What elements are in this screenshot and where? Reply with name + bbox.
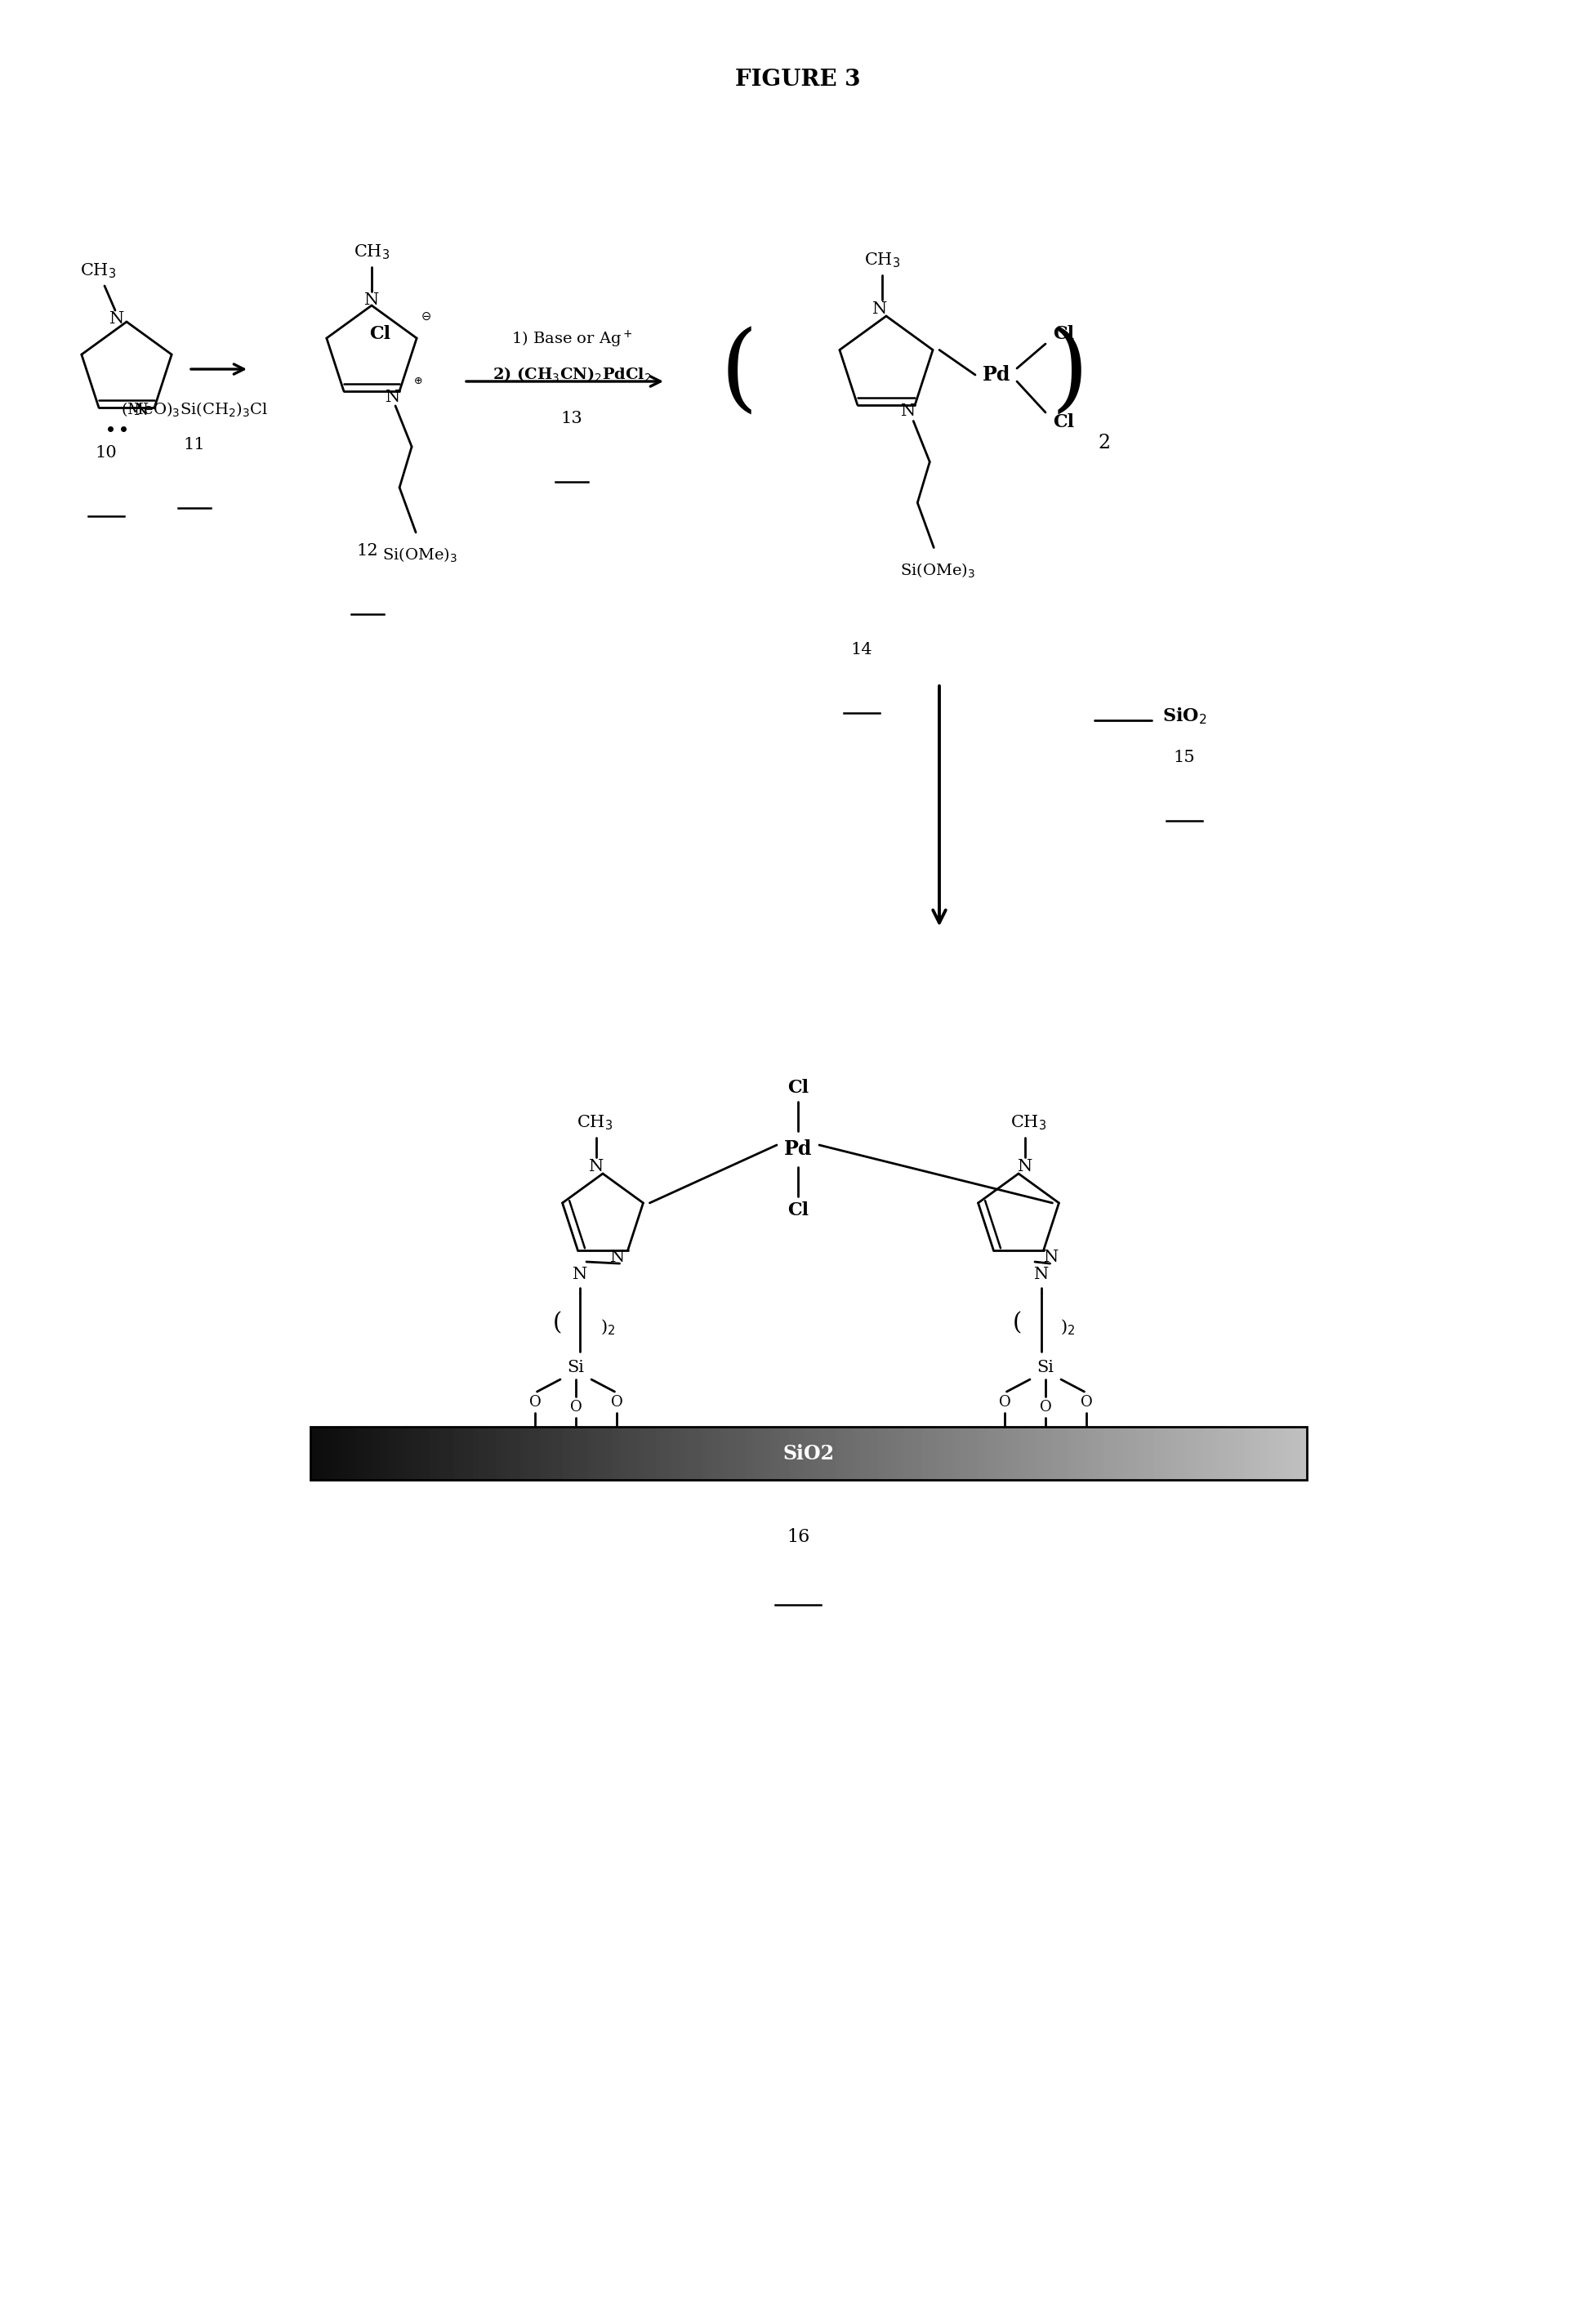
Text: ): ) — [1052, 327, 1088, 419]
Text: Pd: Pd — [784, 1140, 812, 1158]
Text: 13: 13 — [560, 410, 583, 426]
Text: 12: 12 — [356, 542, 378, 558]
Text: O: O — [1080, 1395, 1092, 1409]
Text: 16: 16 — [787, 1527, 809, 1545]
Text: Si: Si — [1037, 1360, 1053, 1376]
Text: O: O — [570, 1399, 583, 1416]
Text: N: N — [134, 403, 148, 419]
Text: CH$_3$: CH$_3$ — [80, 262, 117, 280]
Text: N: N — [1018, 1158, 1033, 1175]
Text: Cl: Cl — [1053, 324, 1074, 343]
Text: CH$_3$: CH$_3$ — [863, 250, 900, 269]
Text: )$_2$: )$_2$ — [1060, 1318, 1076, 1337]
Text: N: N — [573, 1267, 587, 1284]
Text: N: N — [902, 403, 916, 419]
Text: 11: 11 — [184, 436, 206, 452]
Text: 14: 14 — [851, 642, 873, 658]
Text: N: N — [1044, 1249, 1060, 1265]
Text: Si(OMe)$_3$: Si(OMe)$_3$ — [383, 547, 458, 565]
Text: N: N — [110, 310, 124, 327]
Text: (: ( — [552, 1311, 562, 1335]
Text: Si: Si — [567, 1360, 584, 1376]
Text: O: O — [611, 1395, 622, 1409]
Text: O: O — [1039, 1399, 1052, 1416]
Text: 10: 10 — [96, 445, 117, 461]
Text: N: N — [364, 292, 380, 308]
Text: $^\ominus$: $^\ominus$ — [418, 315, 431, 329]
Text: Cl: Cl — [1053, 412, 1074, 431]
Text: SiO2: SiO2 — [784, 1443, 835, 1462]
Bar — [310, 1427, 1307, 1481]
Text: Cl: Cl — [787, 1080, 809, 1096]
Text: 1) Base or Ag$^+$: 1) Base or Ag$^+$ — [511, 329, 632, 350]
Text: CH$_3$: CH$_3$ — [1010, 1114, 1047, 1133]
Text: O: O — [528, 1395, 541, 1409]
Text: N: N — [611, 1249, 626, 1265]
Text: CH$_3$: CH$_3$ — [353, 243, 389, 262]
Text: (: ( — [1012, 1311, 1021, 1335]
Text: FIGURE 3: FIGURE 3 — [736, 67, 860, 90]
Text: N: N — [873, 301, 887, 317]
Text: (: ( — [720, 327, 758, 419]
Text: Pd: Pd — [983, 366, 1010, 385]
Text: N: N — [589, 1158, 603, 1175]
Text: )$_2$: )$_2$ — [600, 1318, 614, 1337]
Text: CH$_3$: CH$_3$ — [576, 1114, 613, 1133]
Text: Cl: Cl — [369, 324, 391, 343]
Text: N: N — [1034, 1267, 1049, 1284]
Text: $^\oplus$: $^\oplus$ — [412, 378, 423, 392]
Text: 2: 2 — [1098, 433, 1111, 452]
Text: 15: 15 — [1173, 748, 1195, 765]
Text: O: O — [999, 1395, 1010, 1409]
Text: 2) (CH$_3$CN)$_2$PdCl$_2$: 2) (CH$_3$CN)$_2$PdCl$_2$ — [492, 366, 651, 385]
Text: Si(OMe)$_3$: Si(OMe)$_3$ — [900, 561, 975, 579]
Text: N: N — [386, 389, 401, 405]
Text: (MeO)$_3$Si(CH$_2$)$_3$Cl: (MeO)$_3$Si(CH$_2$)$_3$Cl — [121, 401, 268, 419]
Text: SiO$_2$: SiO$_2$ — [1162, 707, 1207, 725]
Text: Cl: Cl — [787, 1203, 809, 1219]
